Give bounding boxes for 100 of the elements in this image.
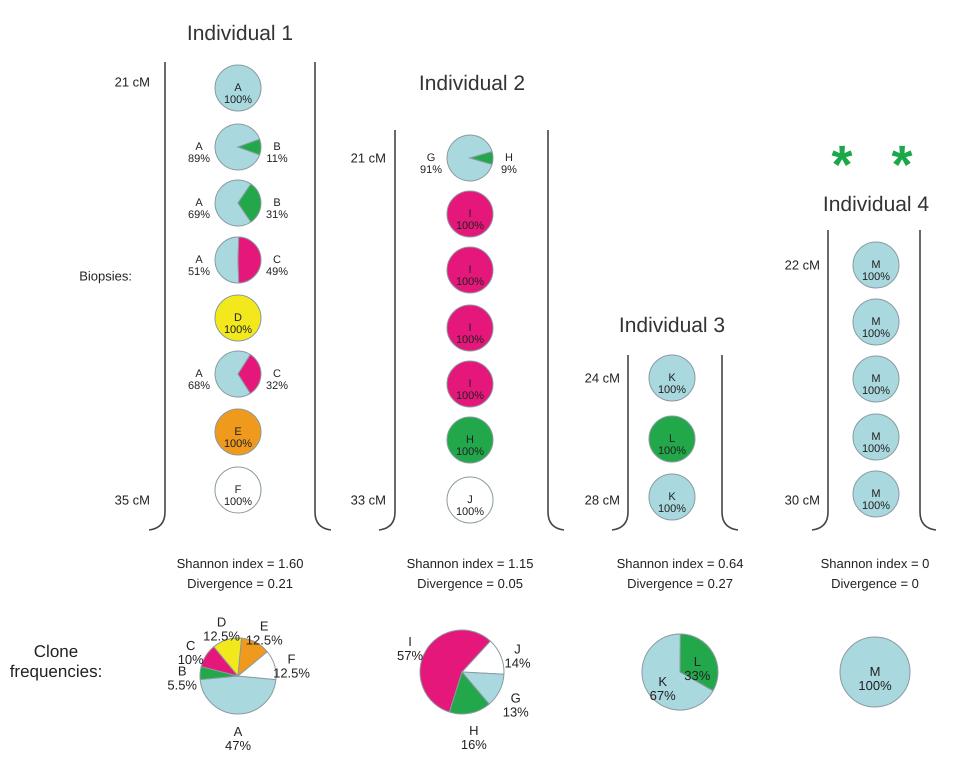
data-label: 12.5%: [273, 666, 310, 681]
data-label: 100%: [224, 496, 252, 508]
data-label: 49%: [266, 266, 288, 278]
data-label: 91%: [420, 164, 442, 176]
data-label: 12.5%: [203, 628, 240, 644]
slice-label: F: [234, 484, 242, 496]
data-label: 57%: [397, 648, 424, 663]
slice-label: C: [273, 254, 282, 266]
slice-label: F: [288, 652, 296, 667]
slice-label: I: [468, 322, 472, 334]
text: 21 cM: [350, 150, 386, 166]
text: Shannon index = 0.64: [616, 556, 744, 571]
data-label: 51%: [188, 266, 210, 278]
slice-label: H: [469, 722, 479, 738]
text: Divergence = 0.27: [627, 576, 733, 591]
data-label: 32%: [266, 380, 288, 392]
slice-label: A: [195, 197, 204, 209]
data-label: 100%: [456, 506, 484, 518]
slice-label: L: [668, 433, 676, 445]
data-label: 13%: [502, 704, 530, 720]
slice-label: J: [467, 494, 473, 506]
slice-label: G: [510, 690, 521, 706]
slice-label: A: [234, 82, 242, 94]
text: 21 cM: [114, 74, 150, 90]
slice-label: H: [505, 152, 514, 164]
slice-label: H: [466, 434, 474, 446]
data-label: 100%: [224, 324, 252, 336]
text: Clone frequencies:: [8, 642, 104, 682]
slice-label: B: [273, 197, 281, 209]
data-label: 67%: [650, 688, 676, 703]
data-label: 100%: [456, 446, 484, 458]
slice-label: D: [216, 614, 226, 630]
text: 28 cM: [584, 492, 620, 508]
text: Biopsies:: [79, 268, 132, 284]
slice-label: E: [260, 618, 269, 634]
data-label: 100%: [862, 271, 890, 283]
slice-label: A: [195, 141, 204, 153]
data-label: 33%: [684, 668, 711, 683]
slice-label: K: [658, 674, 668, 689]
text: 35 cM: [114, 492, 150, 508]
slice-label: M: [871, 488, 881, 500]
text: 24 cM: [584, 370, 620, 386]
slice-label: A: [195, 254, 204, 266]
slice-label: G: [426, 152, 436, 164]
data-label: 31%: [266, 209, 288, 221]
data-label: 100%: [862, 328, 890, 340]
slice-label: M: [871, 431, 881, 443]
data-label: 9%: [501, 164, 518, 176]
chart-title: Individual 4: [822, 193, 930, 217]
slice-label: M: [870, 664, 880, 679]
slice-label: I: [468, 208, 472, 220]
slice-label: A: [195, 368, 204, 380]
chart-title: Individual 3: [618, 314, 726, 338]
data-label: 100%: [456, 334, 484, 346]
text: Shannon index = 1.15: [406, 556, 534, 571]
data-label: 100%: [862, 443, 890, 455]
slice-label: I: [468, 264, 472, 276]
data-label: 100%: [456, 220, 484, 232]
pie-slice: [446, 134, 493, 182]
pie-slice: [214, 124, 260, 170]
text: Divergence = 0.21: [187, 576, 293, 591]
data-label: 89%: [188, 153, 210, 165]
data-label: 16%: [460, 736, 488, 752]
data-label: 100%: [224, 94, 252, 106]
slice-label: M: [871, 373, 881, 385]
slice-label: B: [273, 141, 281, 153]
text: Divergence = 0: [831, 576, 919, 591]
slice-label: I: [408, 634, 412, 649]
data-label: 11%: [266, 153, 288, 165]
slice-label: K: [668, 372, 676, 384]
slice-label: M: [871, 316, 881, 328]
text: 33 cM: [350, 492, 386, 508]
slice-label: D: [234, 312, 242, 324]
text: Shannon index = 1.60: [176, 556, 304, 571]
data-label: 100%: [858, 678, 892, 693]
chart-title: Individual 2: [418, 72, 526, 96]
data-label: 100%: [862, 500, 890, 512]
text: Shannon index = 0: [820, 556, 930, 571]
data-label: 100%: [224, 438, 252, 450]
text: 30 cM: [784, 492, 820, 508]
text: 22 cM: [784, 258, 820, 272]
data-label: 100%: [456, 390, 484, 402]
slice-label: A: [234, 724, 243, 739]
slice-label: K: [668, 491, 676, 503]
data-label: 12.5%: [246, 632, 284, 648]
data-label: 68%: [188, 380, 210, 392]
slice-label: I: [468, 378, 472, 390]
slice-label: M: [871, 259, 881, 271]
data-label: 5.5%: [167, 678, 198, 693]
data-label: 69%: [188, 209, 210, 221]
text: * *: [831, 135, 925, 195]
data-label: 47%: [224, 738, 252, 753]
data-label: 100%: [658, 503, 686, 515]
data-label: 14%: [504, 655, 531, 670]
data-label: 100%: [658, 384, 686, 396]
data-label: 100%: [456, 276, 484, 288]
data-label: 100%: [862, 385, 890, 397]
slice-label: C: [186, 638, 196, 653]
chart-title: Individual 1: [186, 22, 294, 46]
slice-label: C: [273, 368, 282, 380]
